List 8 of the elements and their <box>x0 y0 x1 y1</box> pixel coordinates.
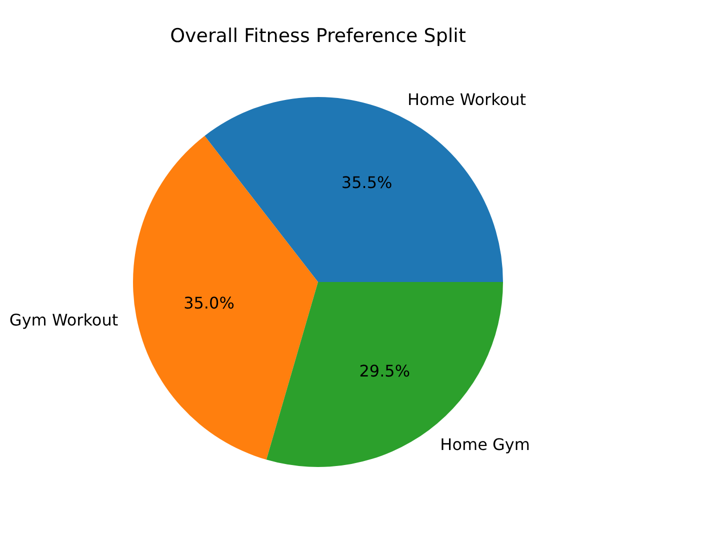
chart-title: Overall Fitness Preference Split <box>170 25 466 47</box>
data-label: 35.5% <box>341 172 392 192</box>
data-label: 29.5% <box>359 361 410 380</box>
slice-label: Home Workout <box>408 90 526 109</box>
slice-label: Gym Workout <box>9 310 118 330</box>
data-label: 35.0% <box>184 293 234 312</box>
pie-slice <box>133 136 318 460</box>
slice-label: Home Gym <box>440 435 530 454</box>
